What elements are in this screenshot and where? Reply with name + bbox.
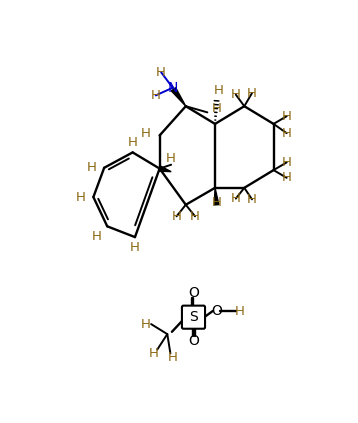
Text: S: S: [189, 310, 198, 324]
Text: H: H: [141, 318, 151, 331]
Text: H: H: [92, 230, 101, 243]
Text: H: H: [235, 305, 245, 318]
Text: O: O: [211, 304, 222, 318]
Text: H: H: [149, 347, 158, 360]
Text: H: H: [87, 161, 97, 174]
Text: H: H: [282, 110, 292, 123]
Text: H: H: [282, 126, 292, 140]
Text: H: H: [214, 84, 224, 97]
Text: N: N: [168, 81, 178, 95]
Text: H: H: [141, 127, 151, 140]
Text: H: H: [231, 88, 241, 101]
Text: H: H: [156, 66, 166, 79]
Polygon shape: [214, 188, 219, 205]
Polygon shape: [171, 88, 186, 106]
Text: O: O: [188, 286, 199, 300]
Text: H: H: [166, 152, 176, 165]
Text: O: O: [188, 334, 199, 348]
Text: H: H: [231, 192, 241, 205]
Text: H: H: [168, 351, 178, 364]
Text: H: H: [282, 156, 292, 169]
Text: H: H: [75, 190, 85, 203]
Text: H: H: [171, 210, 182, 223]
Text: H: H: [151, 89, 161, 102]
Text: H: H: [247, 87, 257, 99]
Text: H: H: [212, 196, 222, 209]
Text: H: H: [130, 242, 140, 254]
Text: H: H: [282, 171, 292, 184]
Text: H: H: [212, 102, 222, 115]
Polygon shape: [159, 166, 171, 172]
Text: H: H: [190, 210, 200, 223]
Text: H: H: [247, 193, 257, 206]
Text: H: H: [128, 136, 137, 149]
FancyBboxPatch shape: [182, 306, 205, 329]
